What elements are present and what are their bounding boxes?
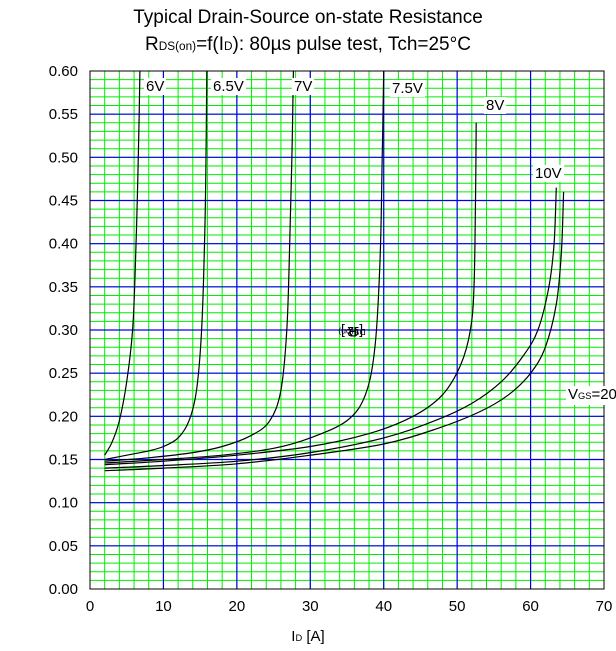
x-tick-label: 70 bbox=[596, 598, 613, 615]
x-tick-label: 40 bbox=[375, 598, 392, 615]
curve-label-text: 7.5V bbox=[392, 80, 423, 97]
curve-7v bbox=[104, 70, 294, 462]
x-axis-label-main: I bbox=[291, 628, 296, 645]
subtitle-sub1: DS(on) bbox=[158, 40, 197, 53]
curve-8v bbox=[104, 122, 477, 466]
y-tick-label: 0.50 bbox=[49, 149, 78, 166]
x-axis-label-unit: [A] bbox=[302, 628, 325, 645]
curve-label-text: 6.5V bbox=[213, 78, 244, 95]
subtitle-sub2: D bbox=[224, 40, 233, 53]
x-axis-label-sub: D bbox=[295, 633, 303, 643]
curve-label-text: 8V bbox=[486, 97, 505, 114]
x-tick-labels: 0 10 20 30 40 50 60 70 bbox=[86, 598, 613, 615]
y-tick-labels: 0.00 0.05 0.10 0.15 0.20 0.25 0.30 0.35 0.40 0.45… bbox=[49, 63, 78, 598]
curve-label-tail: =20V bbox=[591, 386, 616, 403]
x-tick-label: 20 bbox=[229, 598, 246, 615]
x-tick-label: 50 bbox=[449, 598, 466, 615]
chart-title: Typical Drain-Source on-state Resistance bbox=[133, 7, 483, 28]
curve-vgs-20v bbox=[104, 191, 565, 472]
curve-6-5v bbox=[104, 70, 208, 461]
y-tick-label: 0.25 bbox=[49, 365, 78, 382]
y-tick-label: 0.45 bbox=[49, 193, 78, 210]
x-tick-label: 10 bbox=[155, 598, 172, 615]
curve-label-text: 10V bbox=[535, 165, 562, 182]
y-tick-label: 0.35 bbox=[49, 279, 78, 296]
curve-label-7v: 7V bbox=[292, 78, 315, 95]
curve-label-text: 6V bbox=[146, 78, 165, 95]
x-tick-label: 0 bbox=[86, 598, 94, 615]
curve-6v bbox=[104, 70, 141, 456]
plot-frame bbox=[89, 70, 605, 590]
curve-label-vgs-20v: VGS=20V bbox=[566, 386, 616, 405]
curve-label-6-5v: 6.5V bbox=[211, 78, 246, 95]
subtitle-prefix: R bbox=[145, 34, 159, 55]
curve-7-5v bbox=[104, 70, 385, 464]
x-tick-label: 60 bbox=[522, 598, 539, 615]
chart-subtitle: RDS(on)=f(ID): 80µs pulse test, Tch=25°C bbox=[0, 34, 616, 58]
curve-label-7-5v: 7.5V bbox=[390, 80, 425, 97]
curves bbox=[104, 70, 565, 472]
y-tick-label: 0.10 bbox=[49, 495, 78, 512]
subtitle-suffix: ): 80µs pulse test, Tch=25°C bbox=[232, 34, 471, 55]
subtitle-mid: =f(I bbox=[196, 34, 225, 55]
y-tick-label: 0.60 bbox=[49, 63, 78, 80]
curve-label-text: V bbox=[568, 386, 579, 403]
y-tick-label: 0.40 bbox=[49, 236, 78, 253]
y-axis-label: R DS(on) [Ω ] bbox=[10, 0, 365, 651]
y-tick-label: 0.20 bbox=[49, 408, 78, 425]
y-axis-label-unit: [Ω ] bbox=[340, 324, 364, 340]
y-tick-label: 0.00 bbox=[49, 581, 78, 598]
curve-label-subscript: GS bbox=[578, 391, 592, 401]
curve-label-text: 7V bbox=[294, 78, 313, 95]
x-tick-label: 30 bbox=[302, 598, 319, 615]
y-tick-label: 0.30 bbox=[49, 322, 78, 339]
curve-label-10v: 10V bbox=[533, 165, 564, 182]
y-tick-label: 0.05 bbox=[49, 538, 78, 555]
curve-label-8v: 8V bbox=[484, 97, 507, 114]
x-axis-label: ID [A] bbox=[0, 628, 616, 645]
major-grid bbox=[90, 71, 604, 589]
curve-label-6v: 6V bbox=[144, 78, 167, 95]
y-tick-label: 0.15 bbox=[49, 452, 78, 469]
y-tick-label: 0.55 bbox=[49, 106, 78, 123]
curve-10v bbox=[104, 187, 557, 469]
